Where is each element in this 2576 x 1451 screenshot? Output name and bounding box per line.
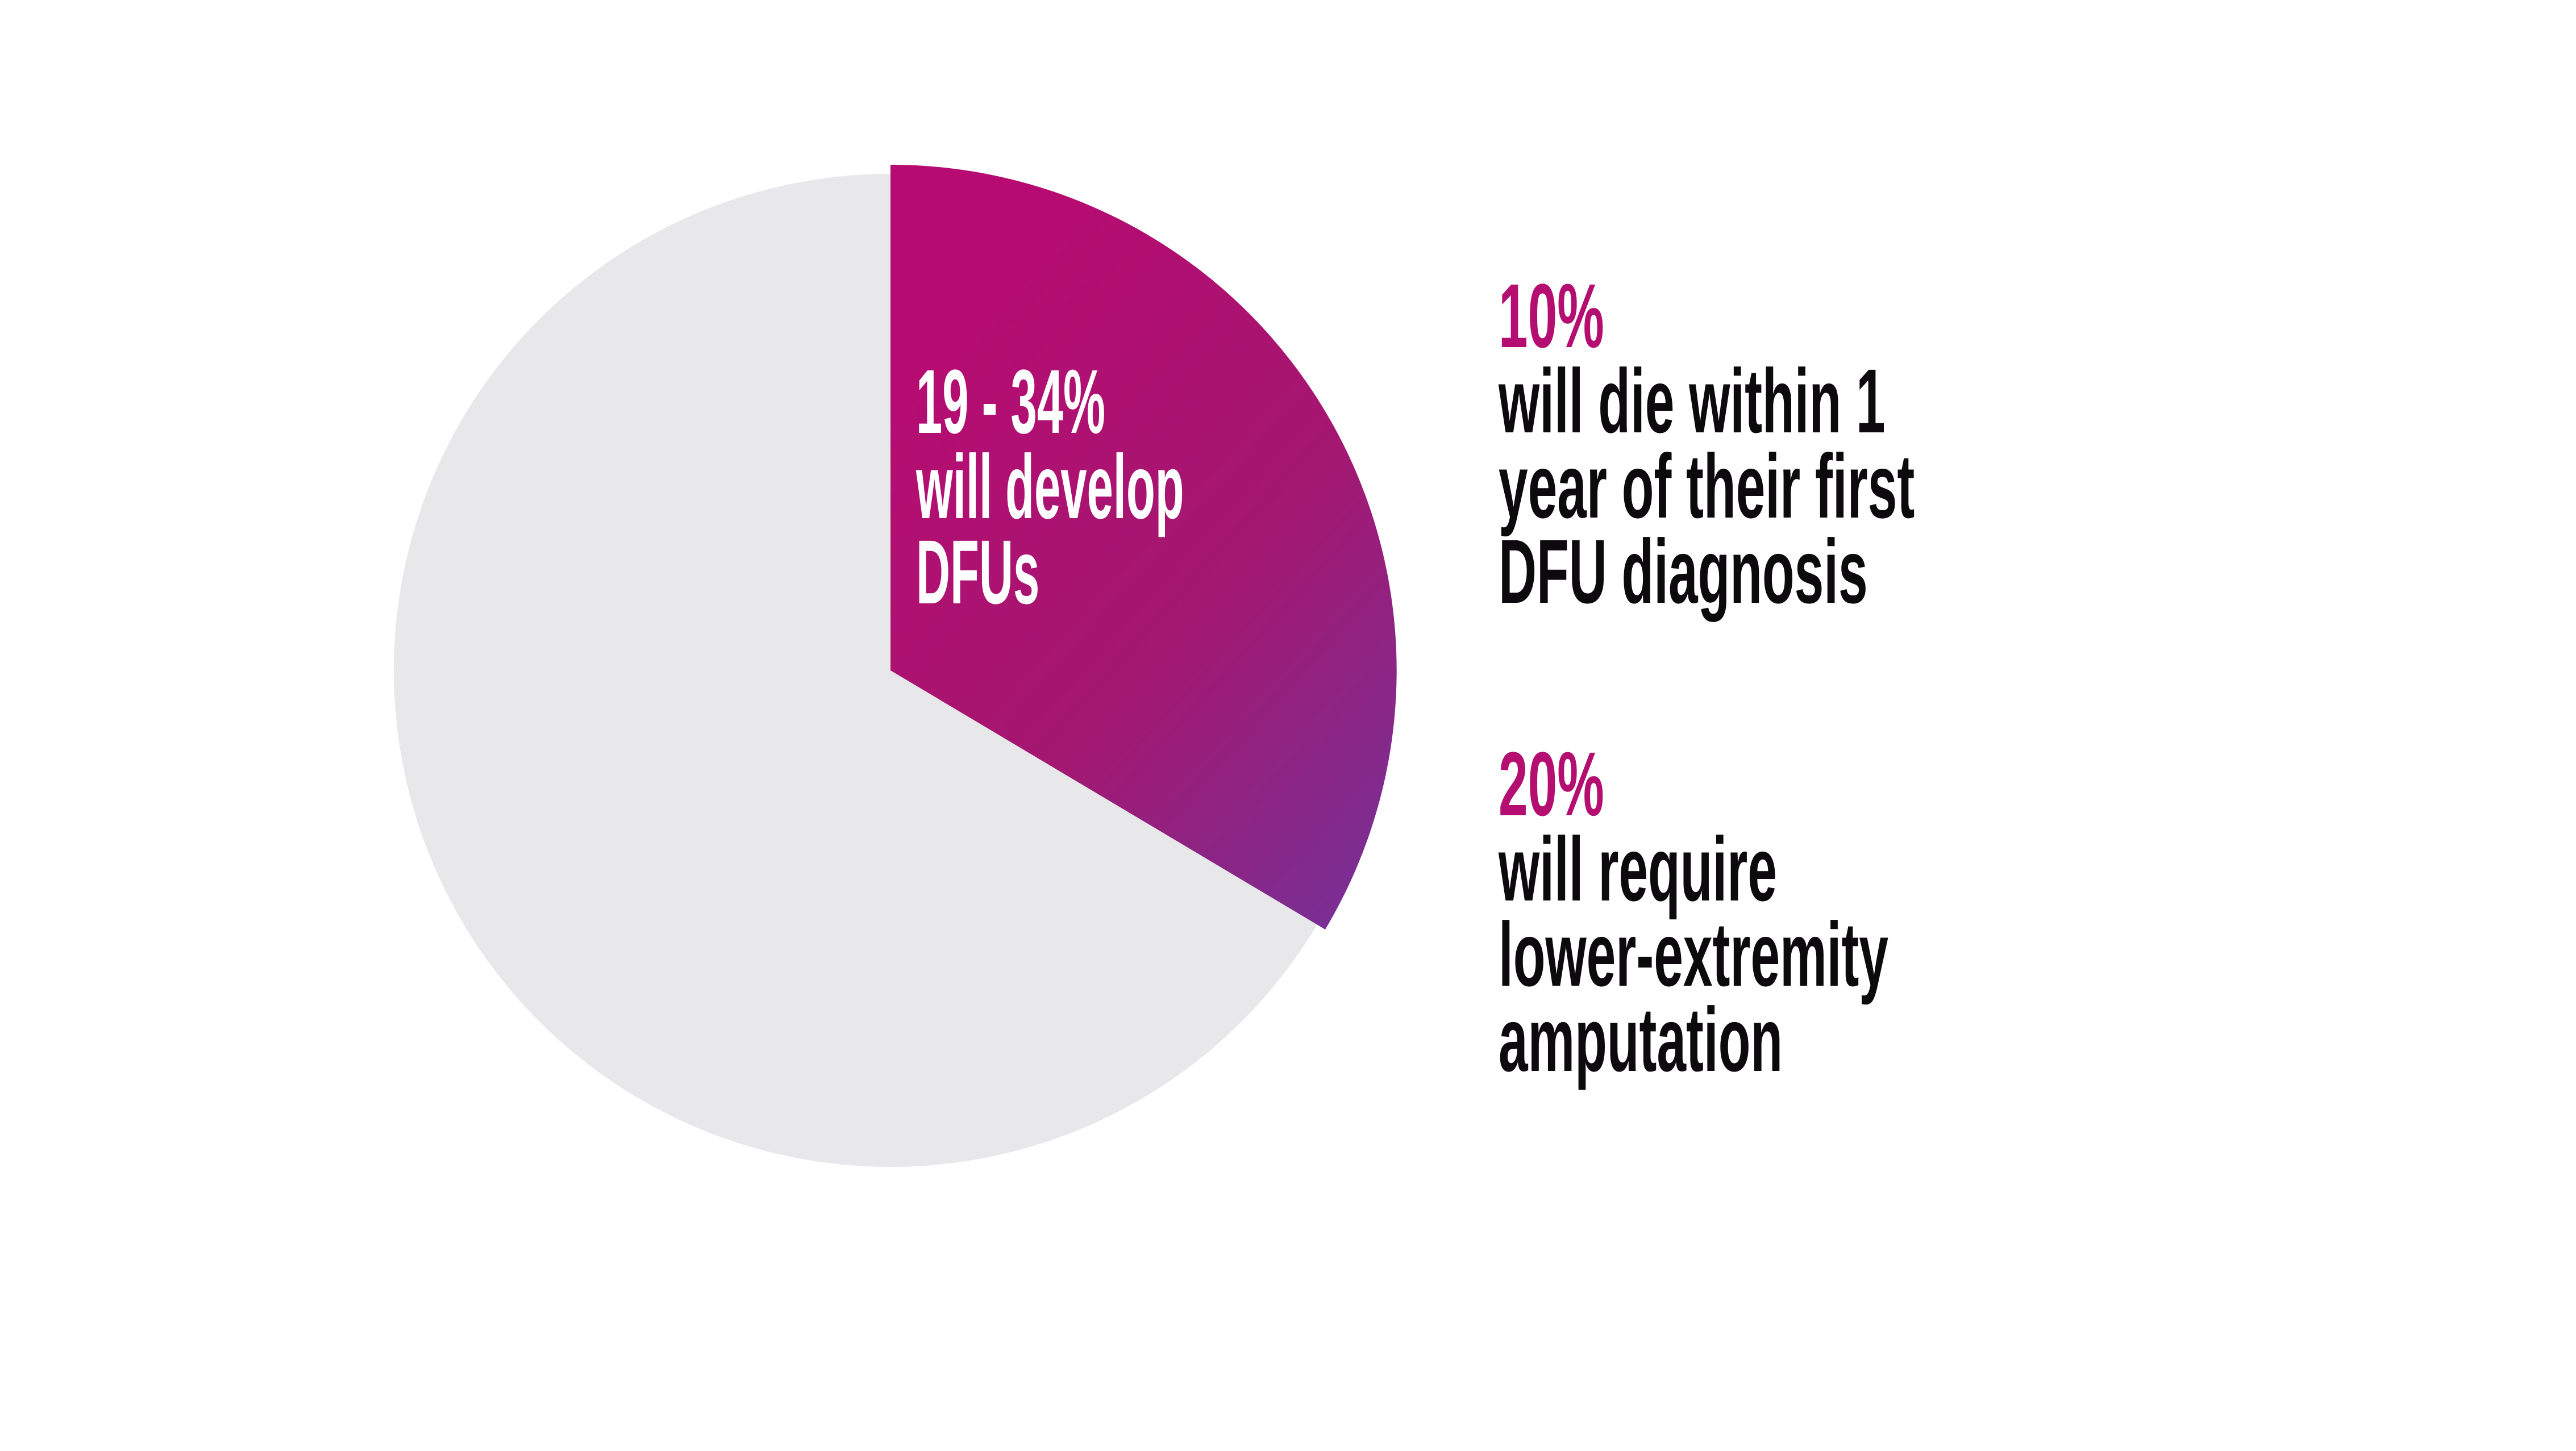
stat-block-amputation: 20% will require lower-extremity amputat…: [1499, 733, 1888, 1090]
slice-label-line-2: will develop: [916, 436, 1184, 537]
pie-highlight-slice: [890, 164, 1397, 929]
stat-text-line: amputation: [1499, 989, 1783, 1090]
slice-label-line-3: DFUs: [916, 521, 1040, 623]
stat-text-line: will require: [1499, 818, 1777, 920]
stat-percentage-20: 20%: [1499, 733, 1604, 835]
stat-block-die-within-year: 10% will die within 1 year of their firs…: [1499, 265, 1915, 622]
stat-text-line: will die within 1: [1499, 350, 1886, 452]
stat-percentage-10: 10%: [1499, 265, 1604, 366]
slice-label: 19 - 34% will develop DFUs: [916, 351, 1184, 623]
stat-text-line: lower-extremity: [1499, 903, 1888, 1005]
stat-text-line: year of their first: [1499, 435, 1915, 537]
slice-label-line-1: 19 - 34%: [916, 351, 1106, 452]
stat-text-line: DFU diagnosis: [1499, 520, 1868, 622]
